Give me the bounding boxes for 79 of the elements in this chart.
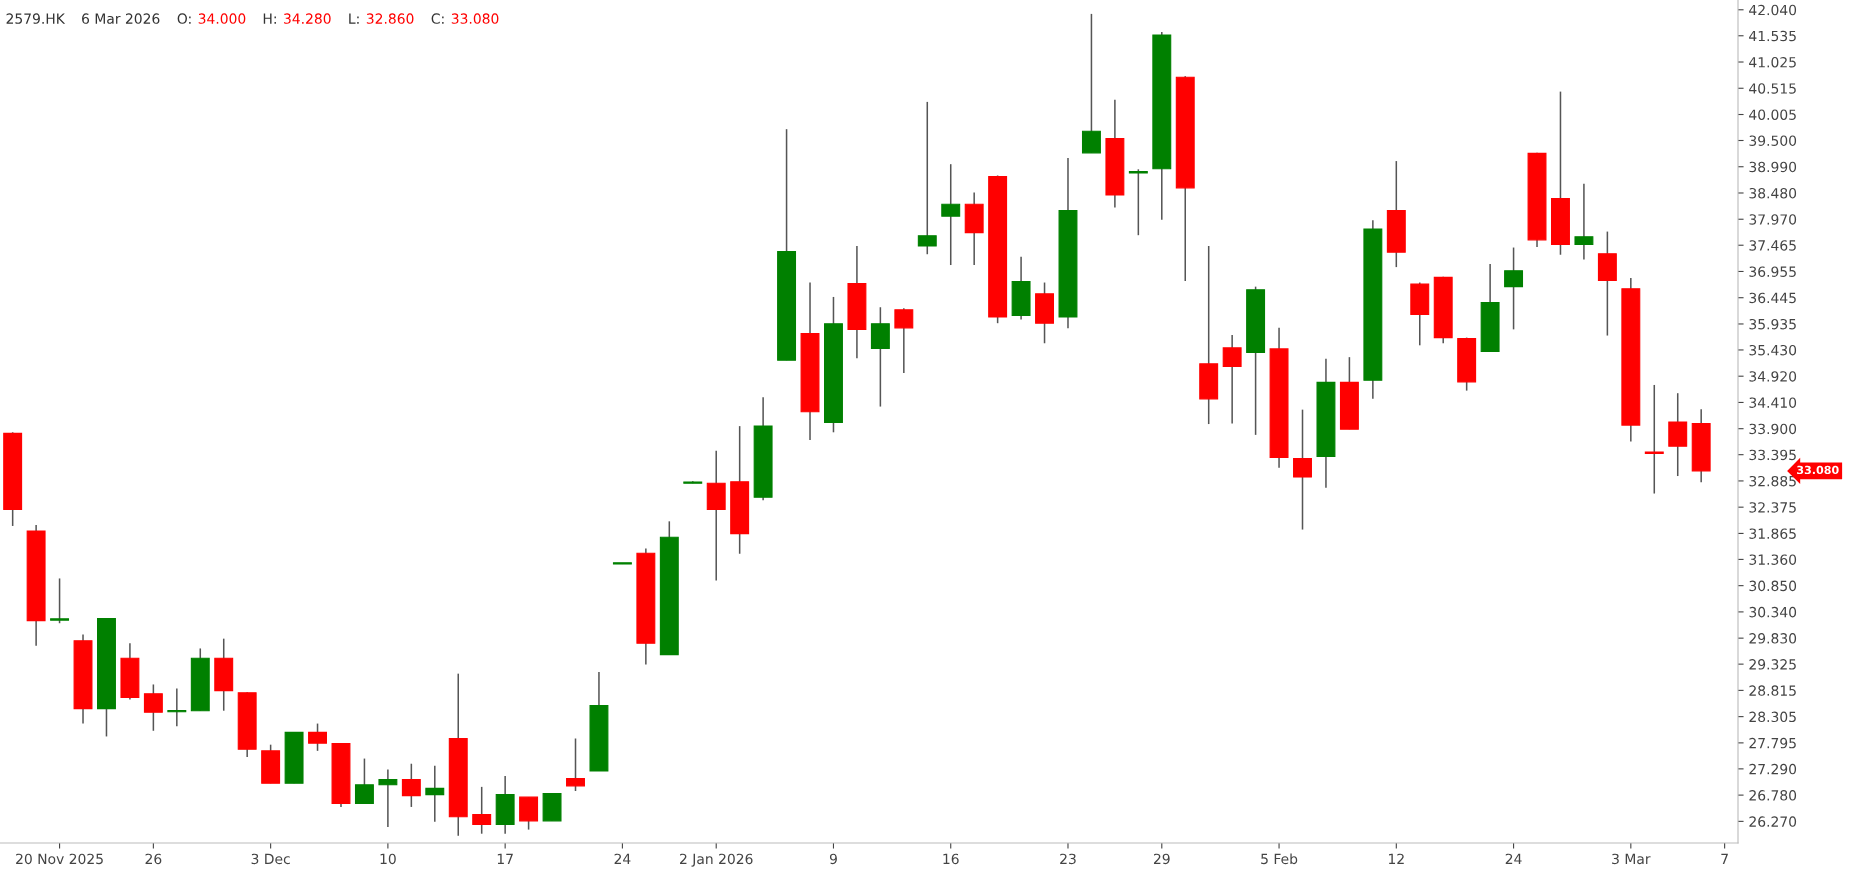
candlestick	[354, 757, 374, 805]
candlestick	[519, 796, 539, 831]
candlestick	[425, 765, 445, 823]
candlestick	[1293, 408, 1312, 531]
y-tick-label: 37.465	[1749, 240, 1796, 251]
x-tick-label: 23	[1060, 853, 1076, 865]
candlestick	[894, 307, 914, 374]
annotation: 32.860	[366, 13, 414, 24]
annotation: 34.000	[198, 13, 246, 24]
y-tick-label: 34.410	[1749, 397, 1797, 408]
x-tick-label: 3 Dec	[251, 853, 290, 865]
x-tick-label: 24	[614, 853, 631, 864]
candlestick	[1574, 182, 1594, 261]
x-tick-label: 10	[380, 853, 396, 865]
y-tick-label: 26.780	[1749, 790, 1797, 801]
y-tick-label: 27.795	[1749, 737, 1796, 749]
annotation: 34.280	[284, 13, 331, 24]
y-tick-label: 36.445	[1749, 292, 1796, 304]
y-tick-label: 30.850	[1749, 580, 1797, 592]
x-tick-label: 20 Nov 2025	[16, 853, 103, 865]
y-tick-label: 33.900	[1749, 423, 1797, 435]
x-tick-label: 3 Mar	[1612, 853, 1651, 865]
candlestick	[917, 101, 937, 255]
y-tick-label: 32.375	[1749, 502, 1796, 513]
annotation: H:	[263, 13, 276, 24]
y-tick-label: 34.920	[1749, 371, 1797, 382]
text: 2579.HK	[6, 13, 66, 24]
x-tick-label: 29	[1153, 853, 1170, 865]
y-tick-label: 28.815	[1749, 685, 1796, 696]
candlestick	[1128, 168, 1148, 236]
candlestick	[378, 768, 398, 828]
y-tick-label: 35.430	[1749, 344, 1797, 356]
y-tick-label: 37.970	[1749, 214, 1797, 225]
y-tick-label: 30.340	[1749, 606, 1797, 618]
y-tick-label: 38.480	[1749, 187, 1797, 199]
candlestick	[1644, 384, 1664, 495]
x-tick-label: 26	[145, 853, 162, 865]
candlestick	[1504, 246, 1524, 331]
y-tick-label: 35.935	[1749, 318, 1796, 330]
y-tick-label: 33.395	[1749, 449, 1796, 461]
x-tick-label: 5 Feb	[1261, 853, 1298, 865]
x-tick-label: 16	[943, 853, 959, 865]
y-tick-label: 26.270	[1749, 816, 1797, 827]
y-tick-label: 40.005	[1749, 109, 1796, 120]
annotation: C:	[431, 13, 444, 24]
y-tick-label: 42.040	[1749, 4, 1797, 16]
y-tick-label: 29.830	[1749, 633, 1797, 644]
y-tick-label: 39.500	[1749, 135, 1797, 146]
candlestick	[308, 722, 328, 752]
y-tick-label: 27.290	[1749, 763, 1797, 775]
annotation: O:	[177, 13, 191, 24]
y-tick-label: 28.305	[1749, 711, 1796, 723]
candlestick	[50, 577, 70, 624]
annotation: L:	[349, 13, 359, 24]
y-tick-label: 40.515	[1749, 83, 1796, 94]
y-tick-label: 41.025	[1749, 56, 1796, 68]
candlestick	[472, 786, 492, 835]
candlestick	[143, 683, 163, 732]
candlestick	[566, 737, 585, 792]
y-tick-label: 32.885	[1749, 475, 1796, 487]
text: 33.080	[1797, 465, 1839, 475]
x-tick-label: 7	[1721, 853, 1728, 864]
y-tick-label: 41.535	[1749, 30, 1796, 42]
y-tick-label: 36.955	[1749, 266, 1796, 277]
candlestick	[941, 163, 961, 266]
text: 6 Mar 2026	[82, 13, 160, 24]
x-tick-label: 2 Jan 2026	[680, 853, 753, 867]
y-tick-label: 29.325	[1749, 659, 1796, 670]
x-tick-label: 12	[1389, 853, 1404, 864]
candlestick	[1222, 334, 1242, 425]
y-tick-label: 38.990	[1749, 161, 1797, 173]
x-tick-label: 24	[1505, 853, 1522, 864]
x-tick-label: 9	[829, 853, 837, 865]
y-tick-label: 31.865	[1749, 528, 1796, 539]
y-tick-label: 31.360	[1749, 554, 1797, 565]
annotation: 33.080	[451, 13, 499, 24]
candlestick	[1081, 13, 1101, 154]
x-tick-label: 17	[497, 853, 513, 864]
candlestick	[401, 762, 421, 808]
